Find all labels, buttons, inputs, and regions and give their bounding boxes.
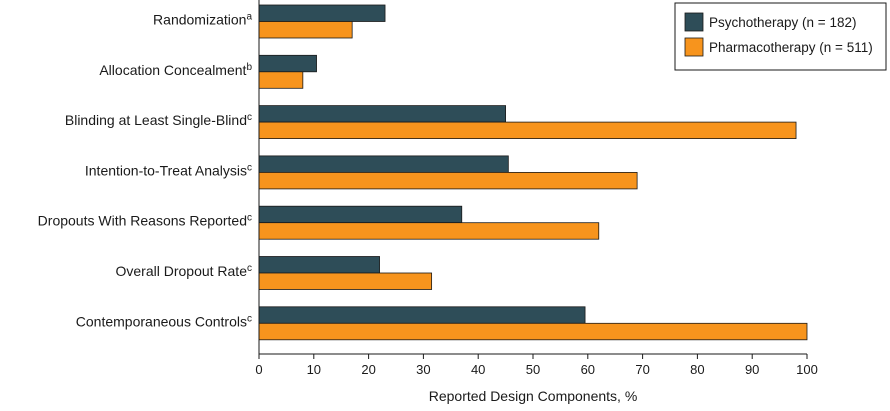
x-tick-label: 40	[471, 362, 485, 377]
bar-pharmacotherapy-1	[258, 21, 353, 39]
category-label: Dropouts With Reasons Reportedc	[38, 213, 252, 229]
category-label: Overall Dropout Ratec	[115, 263, 252, 279]
bar-pharmacotherapy-6	[258, 272, 433, 290]
bar-pharmacotherapy-7	[258, 322, 808, 341]
x-tick-label: 50	[526, 362, 540, 377]
bar-pharmacotherapy-3	[258, 121, 797, 139]
bar-pharmacotherapy-5	[258, 222, 600, 240]
bar-psychotherapy-3	[258, 105, 507, 123]
legend-box	[674, 2, 887, 71]
bar-psychotherapy-6	[258, 256, 380, 274]
x-tick-label: 30	[416, 362, 430, 377]
x-tick-label: 80	[690, 362, 704, 377]
x-axis-title: Reported Design Components, %	[429, 388, 638, 404]
legend-swatch-psychotherapy	[684, 12, 704, 32]
category-labels: Randomizationa Allocation Concealmentb Bli…	[38, 12, 253, 330]
bar-pharmacotherapy-4	[258, 171, 638, 190]
category-label: Blinding at Least Single-Blindc	[65, 112, 252, 128]
category-label: Contemporaneous Controlsc	[76, 313, 252, 329]
bar-psychotherapy-2	[258, 54, 317, 73]
x-tick-label: 100	[796, 362, 818, 377]
x-tick-label: 70	[635, 362, 649, 377]
category-label: Intention-to-Treat Analysisc	[85, 162, 252, 178]
legend-label-psychotherapy: Psychotherapy (n = 182)	[709, 15, 856, 30]
bar-psychotherapy-4	[258, 155, 509, 173]
x-axis: 0 10 20 30 40 50 60 70 80 90 100 Reported Design Co…	[255, 0, 818, 404]
legend-label-pharmacotherapy: Pharmacotherapy (n = 511)	[709, 40, 873, 55]
legend-swatch-pharmacotherapy	[684, 37, 704, 57]
bar-psychotherapy-1	[258, 4, 386, 22]
category-label: Allocation Concealmentb	[99, 62, 252, 78]
bar-pharmacotherapy-2	[258, 71, 304, 89]
x-tick-label: 20	[361, 362, 375, 377]
legend: Psychotherapy (n = 182) Pharmacotherapy (…	[674, 2, 887, 71]
bar-psychotherapy-7	[258, 306, 586, 324]
x-tick-label: 60	[581, 362, 595, 377]
x-tick-label: 0	[255, 362, 262, 377]
category-label: Randomizationa	[153, 12, 252, 28]
x-tick-label: 90	[745, 362, 759, 377]
x-tick-label: 10	[307, 362, 321, 377]
bar-psychotherapy-5	[258, 205, 463, 224]
